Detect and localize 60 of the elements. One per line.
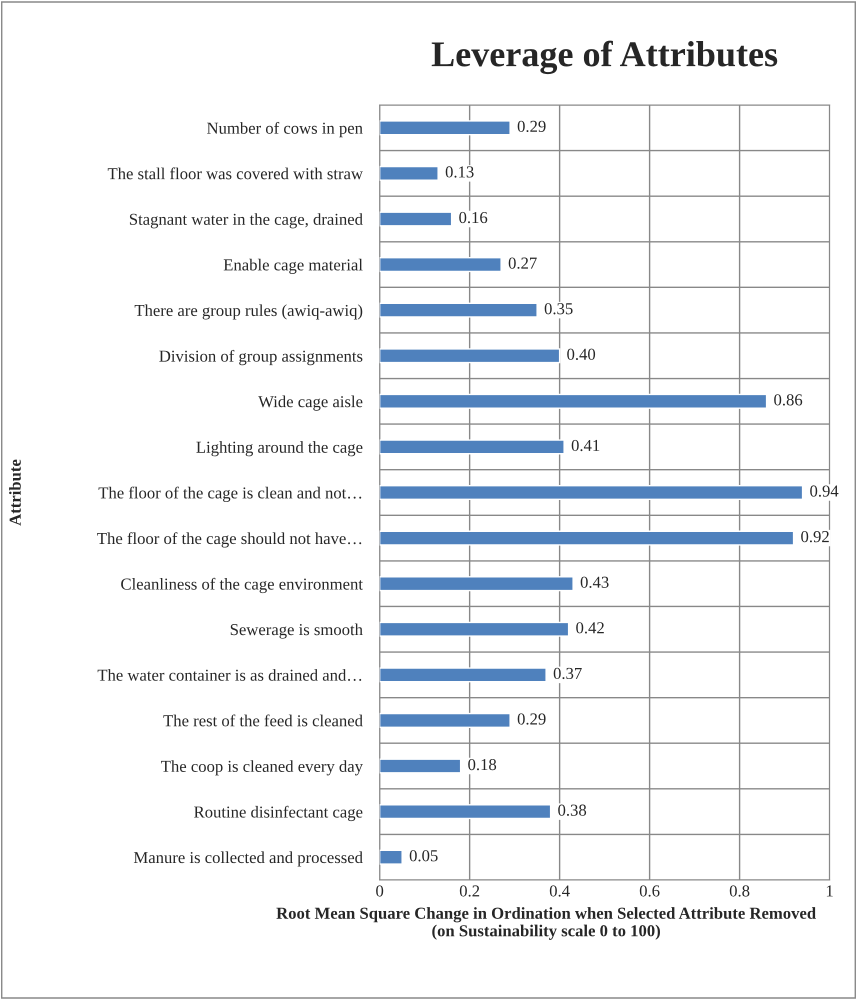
y-tick-label: Cleanliness of the cage environment [121,578,363,594]
y-tick-label: The stall floor was covered with straw [108,167,363,180]
bar [380,576,574,592]
data-label: 0.92 [801,531,829,542]
chart-title: Leverage of Attributes [432,40,778,74]
bar [380,302,538,318]
y-tick-label: The coop is cleaned every day [161,760,363,776]
y-tick-label: Enable cage material [224,258,363,274]
data-label: 0.40 [567,348,596,360]
x-tick-label: 0 [376,885,384,897]
x-tick-label: 1 [826,885,833,896]
y-tick-label: The rest of the feed is cleaned [163,714,363,726]
x-tick-label: 0.4 [550,885,570,897]
bar [380,211,452,227]
bar [380,484,804,500]
data-label: 0.37 [554,668,582,680]
bar [380,257,502,272]
y-tick-label: Manure is collected and processed [134,851,363,867]
bar [380,804,552,820]
y-tick-label: The floor of the cage is clean and not… [98,486,362,502]
y-tick-label: Lighting around the cage [196,441,362,456]
data-label: 0.38 [558,804,586,816]
bar [380,394,768,409]
data-label: 0.42 [576,622,604,634]
bar [380,850,403,865]
data-label: 0.05 [410,850,438,862]
bar [380,667,547,682]
bar [380,439,565,454]
bar [380,530,794,546]
y-tick-label: Division of group assignments [159,350,362,366]
data-label: 0.27 [508,257,537,269]
data-label: 0.13 [446,166,474,178]
y-tick-label: There are group rules (awiq-awiq) [134,304,362,320]
data-label: 0.18 [468,758,496,770]
bar [380,166,439,181]
y-tick-label: Wide cage aisle [258,396,362,411]
y-tick-label: The floor of the cage should not have… [97,532,362,548]
data-label: 0.29 [518,120,546,132]
data-label: 0.43 [580,576,609,588]
y-axis-title: Attribute [9,460,21,526]
data-label: 0.41 [572,440,600,452]
y-tick-label: The water container is as drained and… [98,669,362,681]
x-tick-label: 0.6 [640,885,660,897]
data-label: 0.16 [459,212,488,224]
x-tick-label: 0.8 [730,885,750,897]
data-label: 0.35 [544,303,573,314]
bar [380,712,511,728]
y-tick-label: Sewerage is smooth [230,623,363,639]
y-tick-label: Number of cows in pen [207,122,363,138]
data-label: 0.94 [810,485,838,497]
x-tick-label: 0.2 [460,885,480,897]
x-axis-title: Root Mean Square Change in Ordination when Selected Attribute Removed (on Sustainability scale 0 to 100) [276,907,816,940]
y-tick-label: Routine disinfectant cage [194,806,362,822]
bar [380,120,511,136]
data-label: 0.29 [518,713,546,725]
bar [380,348,560,364]
bar [380,758,462,774]
data-label: 0.86 [774,394,802,406]
y-tick-label: Stagnant water in the cage, drained [130,213,363,228]
bar [380,622,570,637]
